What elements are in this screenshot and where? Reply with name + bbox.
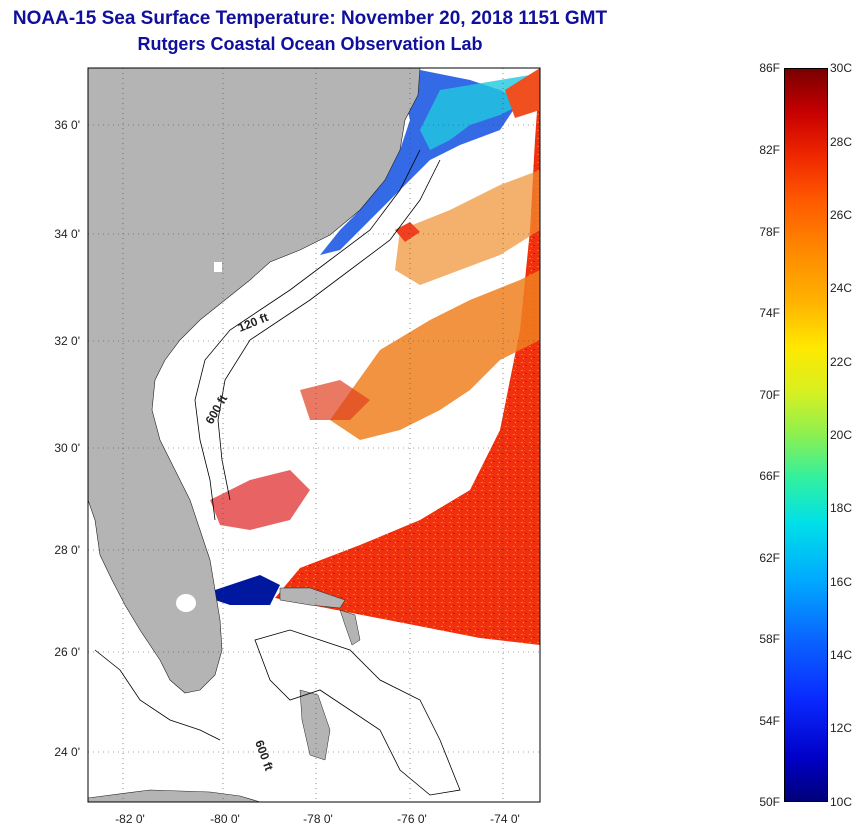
land-cuba xyxy=(88,789,261,802)
cb-label-10c: 10C xyxy=(830,795,853,809)
cb-label-50f: 50F xyxy=(759,795,780,809)
cb-label-30c: 30C xyxy=(830,61,853,75)
cb-label-12c: 12C xyxy=(830,721,853,735)
cb-label-14c: 14C xyxy=(830,648,853,662)
cb-label-22c: 22C xyxy=(830,355,853,369)
cb-label-18c: 18C xyxy=(830,501,853,515)
sst-cool-florida xyxy=(215,575,280,605)
cb-label-24c: 24C xyxy=(830,281,853,295)
lat-label-28: 28 0' xyxy=(54,543,80,557)
cb-label-62f: 62F xyxy=(759,551,780,565)
lon-label-80: -80 0' xyxy=(210,812,240,826)
land-bahamas-grand xyxy=(279,587,346,609)
cb-label-20c: 20C xyxy=(830,428,853,442)
contour-florida-keys xyxy=(94,649,221,741)
sst-cyan-band xyxy=(420,75,530,150)
cb-label-54f: 54F xyxy=(759,714,780,728)
lon-label-74: -74 0' xyxy=(490,812,520,826)
cb-label-66f: 66F xyxy=(759,469,780,483)
gridlines xyxy=(88,68,540,802)
map-border xyxy=(87,67,541,803)
sst-warm-patch-north xyxy=(395,222,420,242)
cb-label-86f: 86F xyxy=(759,61,780,75)
sst-mid-region xyxy=(330,270,540,440)
lat-label-26: 26 0' xyxy=(54,645,80,659)
contour-120ft xyxy=(194,149,421,521)
temperature-colorbar xyxy=(784,68,828,802)
contour-bahamas xyxy=(254,629,461,796)
cb-label-58f: 58F xyxy=(759,632,780,646)
lat-label-30: 30 0' xyxy=(54,441,80,455)
contour-600ft xyxy=(217,159,441,501)
lon-label-78: -78 0' xyxy=(303,812,333,826)
lat-label-24: 24 0' xyxy=(54,745,80,759)
sst-mid-region-2 xyxy=(395,170,540,285)
cb-label-78f: 78F xyxy=(759,225,780,239)
map-subtitle: Rutgers Coastal Ocean Observation Lab xyxy=(137,34,483,54)
land-bahamas-abaco xyxy=(339,609,361,646)
lake-okeechobee xyxy=(176,594,196,612)
lon-label-82: -82 0' xyxy=(115,812,145,826)
lat-label-34: 34 0' xyxy=(54,227,80,241)
sst-mixed-patch-2 xyxy=(300,380,370,420)
land-bahamas-andros xyxy=(299,689,331,761)
cb-label-28c: 28C xyxy=(830,135,853,149)
cb-label-74f: 74F xyxy=(759,306,780,320)
lake-inland xyxy=(214,262,222,272)
lon-label-76: -76 0' xyxy=(397,812,427,826)
cb-label-26c: 26C xyxy=(830,208,853,222)
sst-orange-patch xyxy=(505,68,540,118)
cb-label-82f: 82F xyxy=(759,143,780,157)
sst-mixed-patch xyxy=(210,470,310,530)
sst-warm-region xyxy=(275,68,540,645)
cb-label-16c: 16C xyxy=(830,575,853,589)
cb-label-70f: 70F xyxy=(759,388,780,402)
map-title: NOAA-15 Sea Surface Temperature: Novembe… xyxy=(12,8,608,29)
lat-label-36: 36 0' xyxy=(54,118,80,132)
land-us-southeast xyxy=(88,68,421,694)
lat-label-32: 32 0' xyxy=(54,334,80,348)
